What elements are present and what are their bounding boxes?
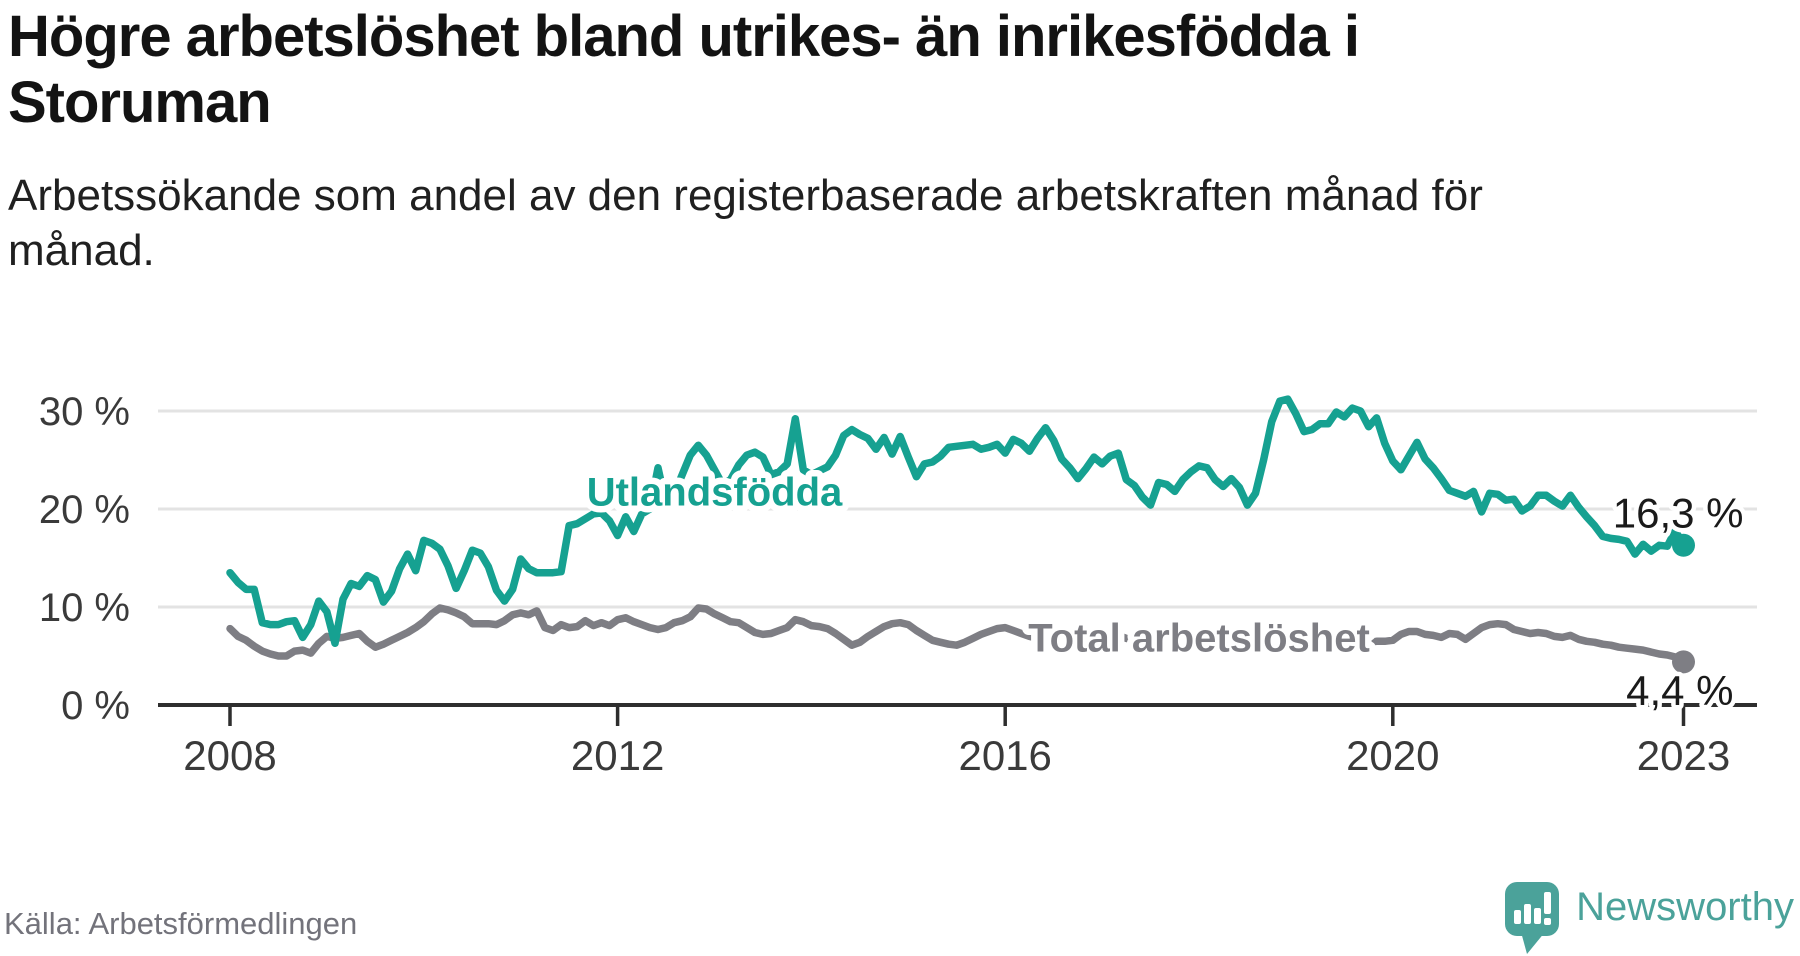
end-dot-utlandsf-dda: [1672, 533, 1695, 557]
newsworthy-logo-text: Newsworthy: [1576, 885, 1794, 929]
series-line-total-arbetsl-shet: [226, 604, 1688, 666]
y-axis-label: 0 %: [61, 684, 130, 728]
x-axis-label: 2012: [571, 732, 664, 779]
x-axis-label: 2020: [1346, 732, 1439, 779]
series-line-utlandsf-dda: [226, 395, 1688, 648]
chart-subtitle: Arbetssökande som andel av den registerb…: [8, 168, 1768, 279]
x-axis-label: 2008: [183, 732, 276, 779]
page-title: Högre arbetslöshet bland utrikes- än inr…: [8, 4, 1628, 136]
newsworthy-logo-icon: [1505, 882, 1560, 954]
y-axis-label: 10 %: [39, 586, 130, 630]
y-axis-label: 20 %: [39, 488, 130, 532]
newsworthy-logo: Newsworthy: [1504, 880, 1794, 956]
end-value-label-total-arbetsl-shet: 4,4 %: [1626, 667, 1733, 714]
subtitle-line-2: månad.: [8, 226, 155, 276]
x-axis-label: 2023: [1637, 732, 1730, 779]
subtitle-line-1: Arbetssökande som andel av den registerb…: [8, 171, 1483, 220]
series-label-utlandsf-dda: Utlandsfödda: [587, 470, 843, 514]
title-line-2: Storuman: [8, 70, 272, 136]
end-dot-total-arbetsl-shet: [1672, 650, 1695, 674]
series-label-total-arbetsl-shet: Total arbetslöshet: [1028, 616, 1370, 660]
source-note: Källa: Arbetsförmedlingen: [4, 906, 358, 941]
end-value-label-utlandsf-dda: 16,3 %: [1613, 489, 1744, 536]
title-line-1: Högre arbetslöshet bland utrikes- än inr…: [8, 4, 1360, 69]
x-axis-label: 2016: [958, 732, 1051, 779]
y-axis-label: 30 %: [39, 390, 130, 434]
